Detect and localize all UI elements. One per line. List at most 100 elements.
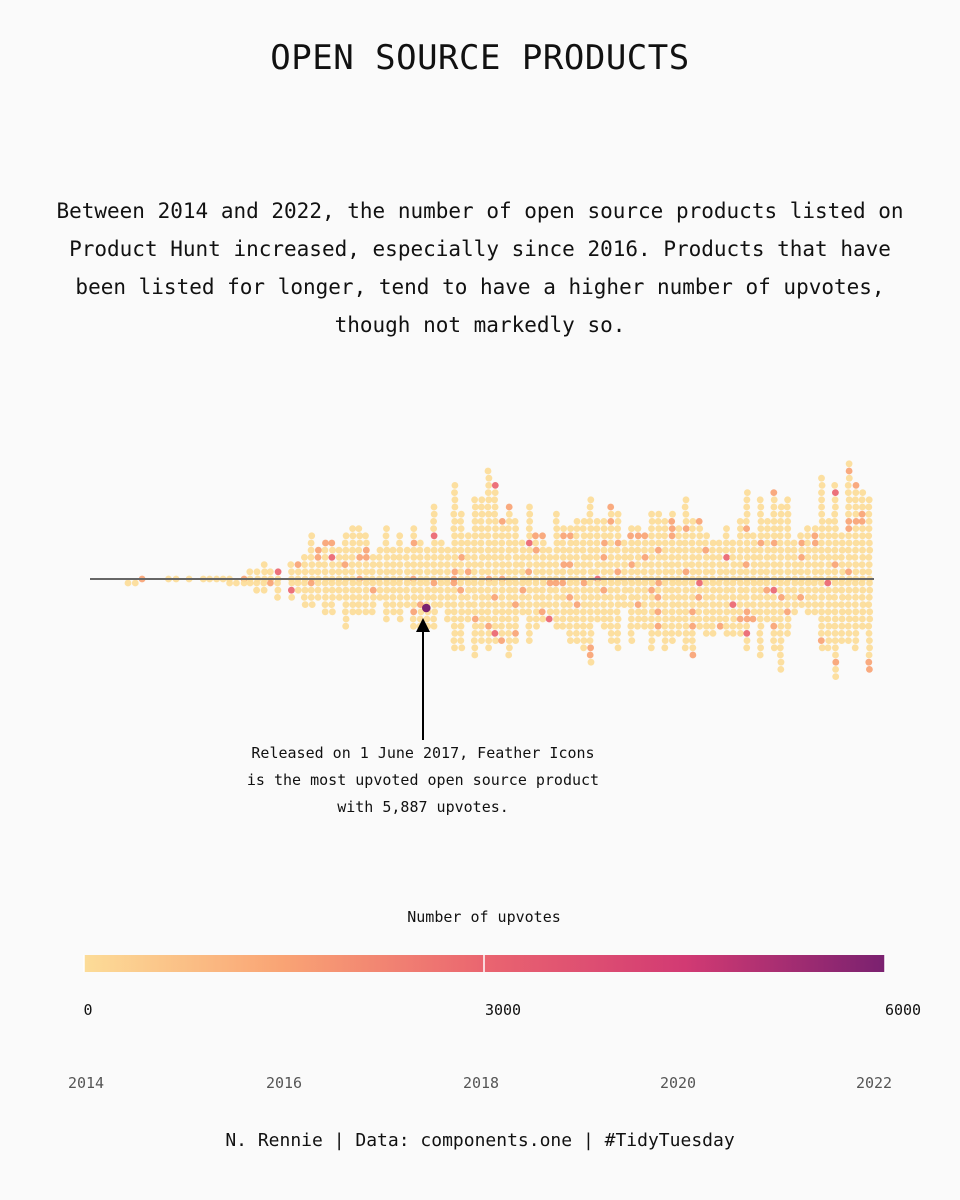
product-point [688, 594, 696, 601]
product-point [396, 554, 403, 561]
product-point [628, 525, 635, 532]
product-point [736, 608, 744, 616]
product-point [709, 554, 717, 561]
product-point [641, 539, 649, 547]
product-point [314, 568, 322, 576]
product-point [750, 561, 758, 568]
product-point [498, 518, 506, 525]
product-point [368, 568, 376, 576]
product-point [512, 608, 519, 616]
product-point [729, 622, 737, 630]
product-point [661, 608, 669, 616]
product-point [743, 532, 751, 540]
product-point [498, 594, 506, 601]
product-point [810, 579, 818, 587]
product-point [845, 586, 853, 594]
product-point [776, 561, 784, 568]
product-point [614, 644, 622, 652]
product-point [661, 518, 669, 525]
product-point [525, 579, 533, 587]
product-point [838, 630, 845, 637]
product-point [586, 518, 594, 525]
product-point [505, 651, 513, 659]
product-point [825, 622, 833, 630]
product-point [526, 630, 533, 637]
product-point [859, 601, 867, 608]
product-point [763, 601, 771, 608]
product-point [301, 601, 309, 608]
product-point [404, 568, 411, 576]
product-point [307, 594, 315, 601]
product-point [424, 586, 432, 594]
product-point [553, 568, 561, 576]
product-point [580, 601, 588, 608]
product-point [831, 615, 839, 623]
product-point [342, 594, 350, 601]
product-point [246, 579, 254, 587]
product-point [628, 561, 636, 568]
product-point [628, 546, 635, 554]
product-point [450, 637, 458, 644]
product-point [776, 532, 784, 540]
product-point [824, 630, 832, 637]
product-point [260, 586, 268, 594]
product-point [743, 644, 751, 652]
product-point [662, 586, 670, 594]
product-point [852, 539, 860, 547]
product-point [383, 586, 391, 594]
product-point [784, 539, 791, 547]
product-point [274, 594, 281, 601]
product-point [396, 539, 403, 547]
product-point [859, 586, 867, 594]
product-point [655, 579, 663, 587]
product-point [376, 546, 384, 554]
product-point [573, 637, 581, 644]
product-point [600, 615, 608, 623]
product-point [288, 568, 295, 576]
product-point [492, 561, 500, 568]
product-point [477, 546, 485, 554]
product-point [628, 608, 635, 616]
product-point [750, 554, 758, 561]
product-point [865, 518, 873, 525]
product-point [478, 503, 485, 511]
product-point [682, 586, 690, 594]
product-point [478, 630, 485, 637]
product-point [614, 532, 622, 540]
product-point [607, 586, 615, 594]
product-point [627, 601, 635, 608]
product-point [777, 568, 784, 576]
product-point [757, 561, 765, 568]
product-point [634, 554, 642, 561]
product-point [866, 586, 874, 594]
product-point [478, 615, 486, 623]
product-point [342, 622, 350, 630]
product-point [756, 546, 764, 554]
product-point [790, 546, 798, 554]
product-point [253, 568, 261, 576]
product-point [505, 594, 513, 601]
year-tick-2018: 2018 [463, 1074, 499, 1092]
product-point [825, 539, 833, 547]
product-point [308, 568, 316, 576]
feather-icons-point[interactable] [422, 603, 431, 613]
product-point [845, 546, 852, 554]
product-point [485, 539, 493, 547]
product-point [647, 622, 655, 630]
product-point [465, 586, 472, 594]
product-point [756, 496, 764, 504]
product-point [362, 579, 370, 587]
product-point [696, 579, 703, 587]
product-point [838, 608, 846, 616]
product-point [669, 510, 676, 518]
product-point [682, 510, 690, 518]
product-point [798, 601, 805, 608]
product-point [818, 496, 825, 504]
product-point [859, 622, 866, 630]
product-point [852, 482, 860, 489]
product-point [504, 554, 512, 561]
product-point [573, 579, 580, 587]
product-point [784, 496, 791, 504]
product-point [321, 579, 329, 587]
product-point [485, 510, 492, 518]
